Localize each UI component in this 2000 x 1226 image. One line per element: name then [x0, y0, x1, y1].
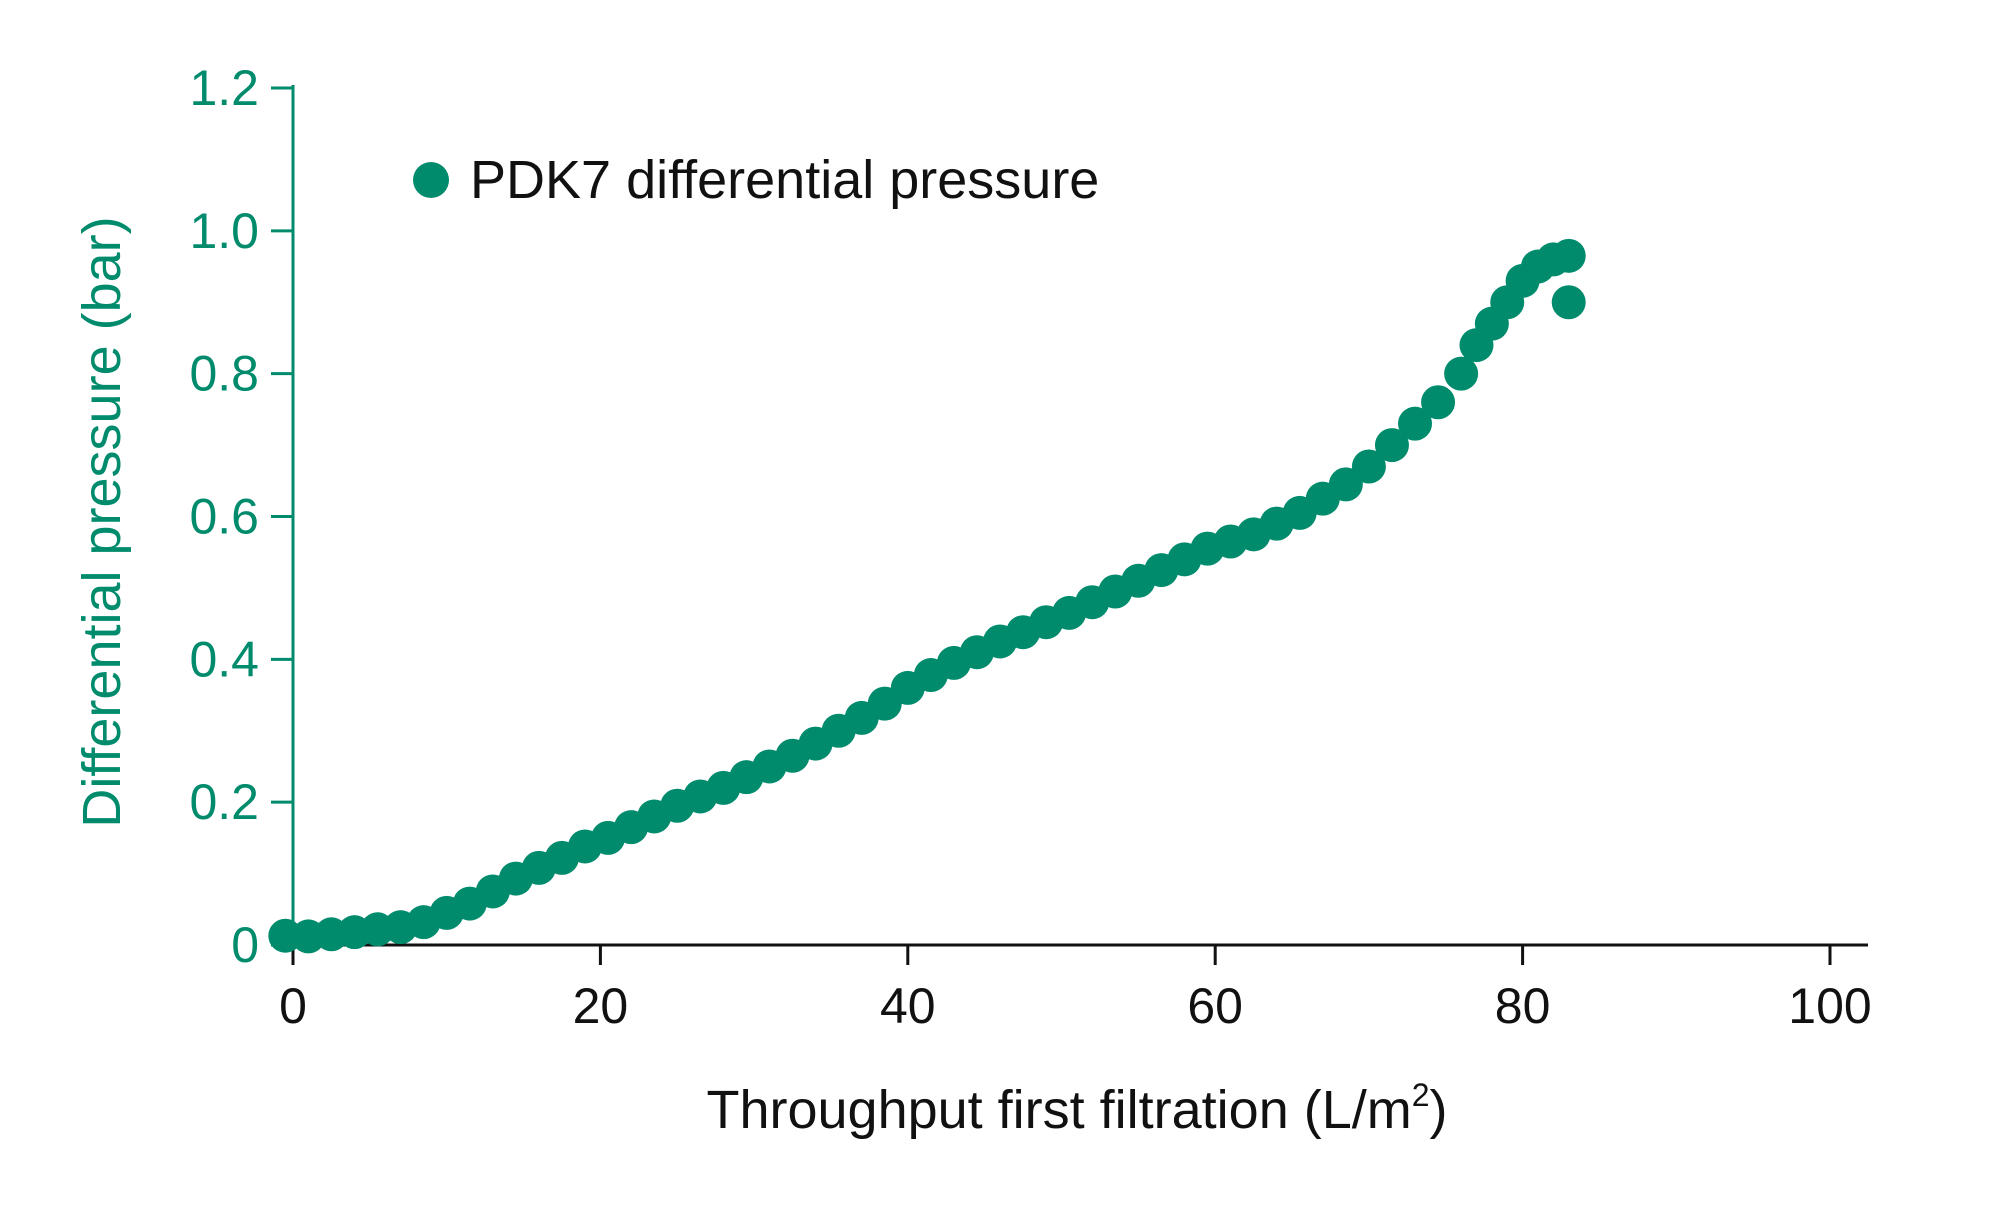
data-point: [1444, 356, 1479, 391]
y-tick-label: 0.2: [189, 774, 259, 830]
data-point: [1398, 406, 1433, 441]
y-tick-label: 0: [231, 917, 259, 973]
data-point: [1328, 467, 1363, 502]
x-axis-title: Throughput first filtration (L/m2): [706, 1077, 1447, 1140]
y-axis-title: Differential pressure (bar): [72, 216, 132, 827]
legend: PDK7 differential pressure: [413, 150, 1099, 210]
legend-label: PDK7 differential pressure: [470, 150, 1099, 210]
data-point: [1421, 385, 1456, 420]
x-tick-label: 100: [1788, 978, 1871, 1034]
y-tick-label: 1.0: [189, 203, 259, 259]
x-tick-label: 20: [573, 978, 629, 1034]
x-tick-label: 60: [1187, 978, 1243, 1034]
y-tick-label: 0.4: [189, 631, 259, 687]
x-tick-label: 0: [279, 978, 307, 1034]
x-tick-label: 80: [1495, 978, 1551, 1034]
x-tick-label: 40: [880, 978, 936, 1034]
data-point: [1551, 238, 1586, 273]
y-tick-label: 0.6: [189, 489, 259, 545]
x-axis-title-main: Throughput first filtration (L/m: [706, 1080, 1411, 1140]
series-points: [268, 238, 1586, 954]
data-point: [1351, 449, 1386, 484]
data-point: [1374, 428, 1409, 463]
data-point: [1551, 285, 1586, 320]
y-tick-label: 1.2: [189, 60, 259, 116]
x-axis-title-end: ): [1430, 1080, 1448, 1140]
legend-marker: [413, 162, 449, 198]
x-axis-title-sup: 2: [1412, 1077, 1430, 1113]
y-axis-ticks: 0 0.2 0.4 0.6 0.8 1.0 1.2: [189, 60, 293, 973]
x-axis-ticks: 0 20 40 60 80 100: [279, 945, 1872, 1034]
y-tick-label: 0.8: [189, 346, 259, 402]
